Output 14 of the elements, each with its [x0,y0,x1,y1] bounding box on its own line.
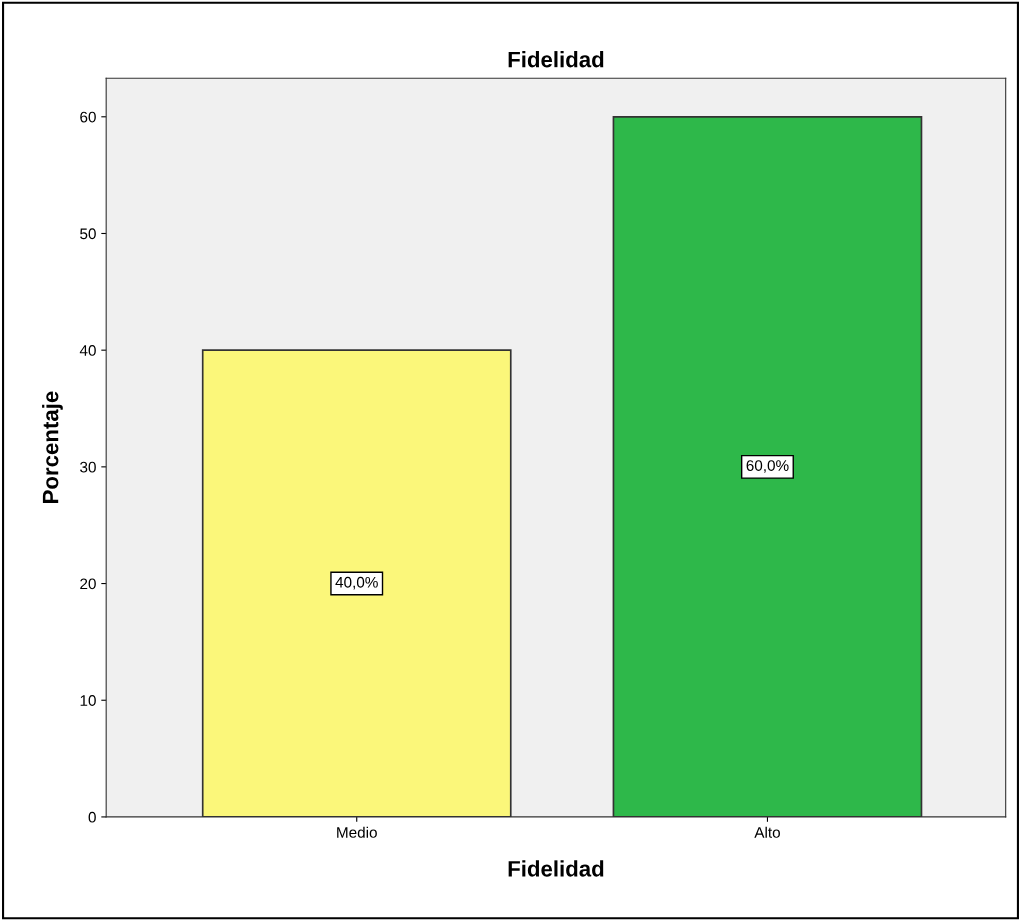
y-tick-label: 10 [80,695,96,706]
chart-title: Fidelidad [508,51,604,68]
x-tick-label: Alto [754,826,780,838]
y-tick-label: 20 [80,578,96,590]
y-tick-label: 50 [80,228,96,240]
x-tick-label: Medio [337,826,377,838]
data-label: 40,0% [335,576,378,590]
y-tick-label: 0 [88,811,96,823]
y-tick-label: 60 [80,111,96,123]
y-tick-label: 30 [80,461,96,473]
x-axis-title: Fidelidad [508,860,604,877]
data-label: 60,0% [746,460,789,473]
y-tick-label: 40 [79,345,96,356]
y-axis-title: Porcentaje [42,391,63,503]
